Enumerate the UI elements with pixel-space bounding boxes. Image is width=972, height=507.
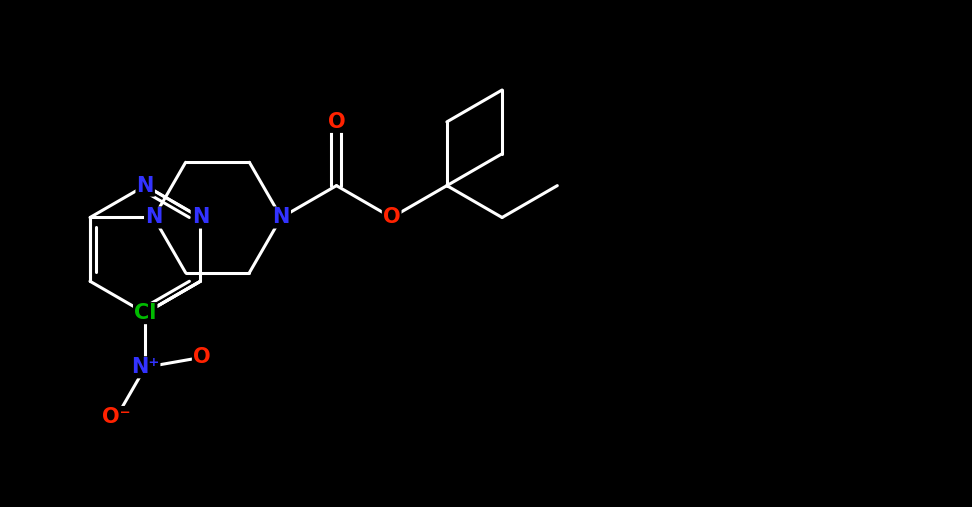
Text: N: N — [191, 207, 209, 228]
Text: O⁻: O⁻ — [102, 407, 131, 427]
Text: N: N — [145, 207, 162, 228]
Text: N: N — [136, 175, 154, 196]
Text: O: O — [383, 207, 400, 228]
Text: Cl: Cl — [134, 303, 156, 323]
Text: N⁺: N⁺ — [131, 357, 159, 377]
Text: O: O — [328, 112, 345, 132]
Text: O: O — [192, 347, 211, 368]
Text: N: N — [272, 207, 290, 228]
